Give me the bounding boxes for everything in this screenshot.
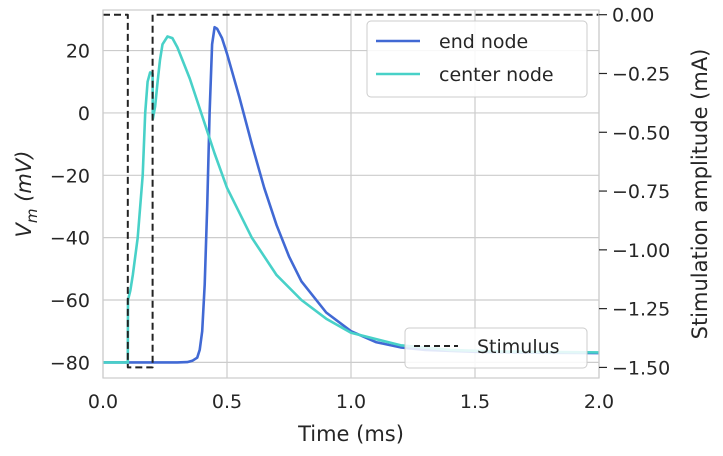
y-tick-label: 20	[66, 41, 90, 63]
ticks: 0.0 0.5 1.0 1.5 2.0 20 0 −20 −40 −60 −80 0.00 −0.25 −…	[50, 5, 670, 413]
y-tick-label: −20	[50, 165, 90, 187]
y2-axis-label: Stimulation amplitude (mA)	[688, 49, 712, 340]
y2-tick-label: −1.00	[612, 240, 670, 262]
series-line-stimulus	[103, 13, 599, 369]
y2-tick-label: −0.25	[612, 63, 670, 85]
x-axis-label: Time (ms)	[297, 422, 404, 446]
y-tick-label: −40	[50, 228, 90, 250]
x-tick-label: 1.0	[336, 391, 366, 413]
legend-label-stimulus: Stimulus	[477, 336, 560, 358]
legend-stimulus-box	[404, 327, 588, 369]
y-tick-label: −80	[50, 352, 90, 374]
legend-main-box	[366, 20, 588, 98]
x-tick-label: 0.0	[88, 391, 118, 413]
x-tick-label: 0.5	[212, 391, 242, 413]
legend-main: end node center node	[366, 20, 588, 98]
plot-frame	[102, 9, 600, 379]
series-layer	[103, 13, 600, 369]
legend-stimulus: Stimulus	[404, 327, 588, 369]
y-tick-label: −60	[50, 290, 90, 312]
series-line-end-node	[103, 25, 600, 364]
y2-tick-label: −0.50	[612, 122, 670, 144]
y2-tick-label: 0.00	[612, 5, 654, 27]
y-axis-label: Vm (mV)	[12, 151, 41, 238]
y2-tick-label: −1.50	[612, 357, 670, 379]
y2-tick-label: −0.75	[612, 181, 670, 203]
y-tick-label: 0	[78, 103, 90, 125]
legend-label-center-node: center node	[439, 64, 554, 86]
x-tick-label: 1.5	[460, 391, 490, 413]
x-tick-label: 2.0	[584, 391, 614, 413]
series-line-center-node	[103, 35, 600, 364]
legend-label-end-node: end node	[439, 31, 528, 53]
y2-tick-label: −1.25	[612, 299, 670, 321]
